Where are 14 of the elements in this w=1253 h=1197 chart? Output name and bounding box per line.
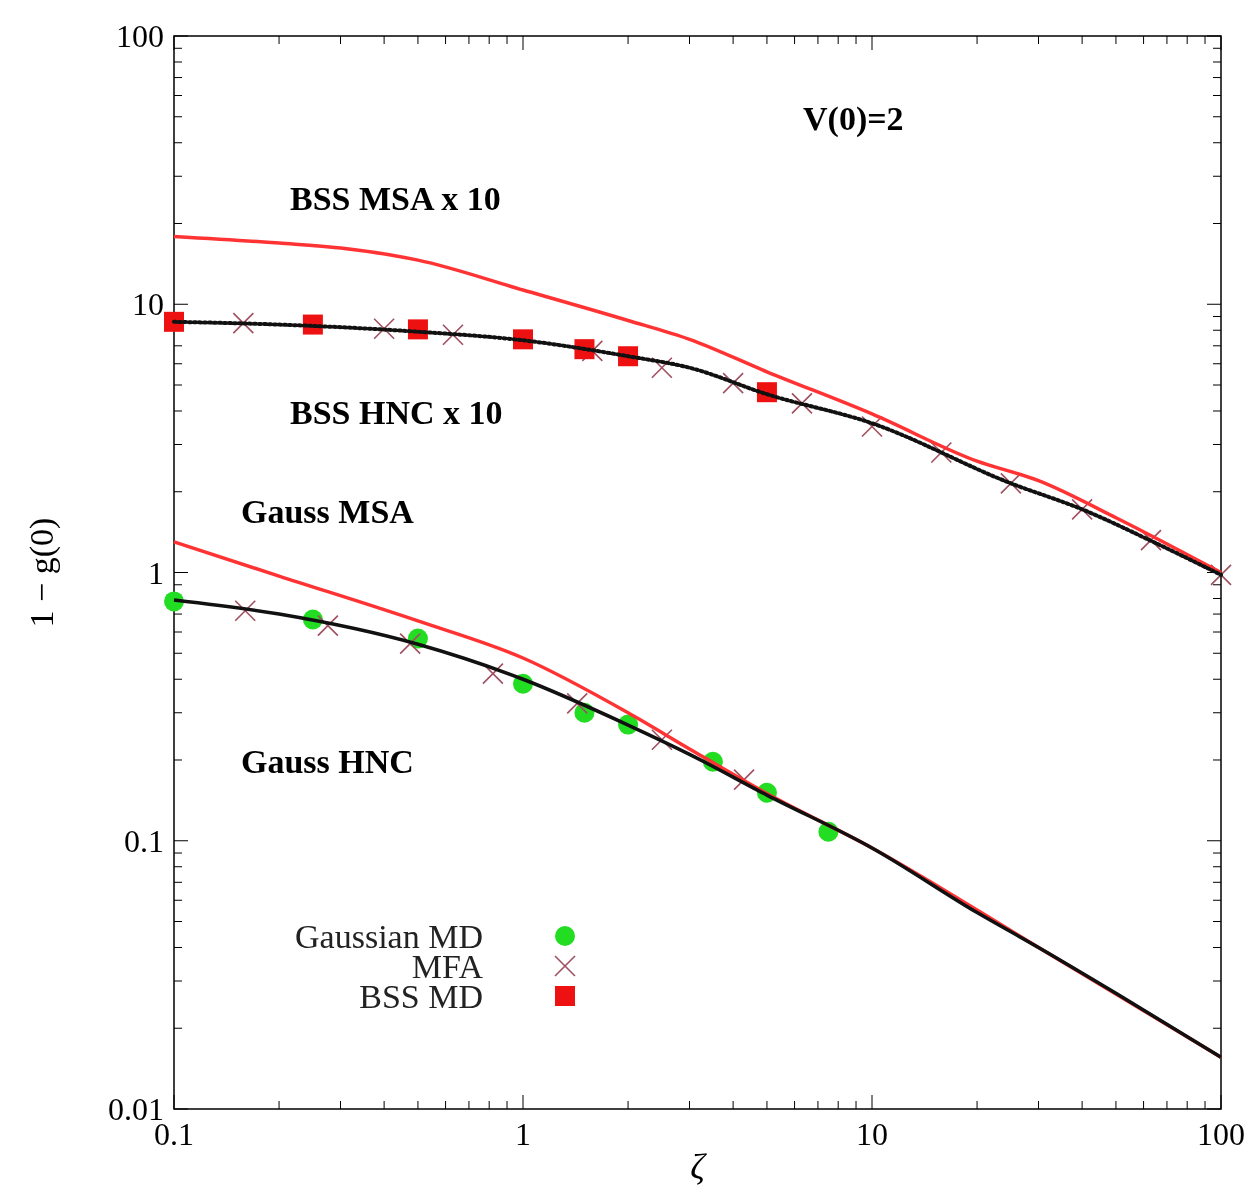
annotation: Gauss HNC	[241, 743, 414, 780]
x-tick-label: 100	[1197, 1116, 1245, 1152]
annotation: BSS MSA x 10	[290, 180, 501, 217]
annotation: Gauss MSA	[241, 493, 415, 530]
x-axis-title: ζ	[690, 1147, 708, 1187]
annotation: V(0)=2	[803, 100, 904, 138]
x-tick-label: 10	[856, 1116, 888, 1152]
annotation: BSS HNC x 10	[290, 394, 503, 431]
y-tick-label: 0.1	[124, 822, 164, 859]
y-tick-label: 10	[132, 286, 164, 323]
y-tick-label: 100	[116, 18, 164, 54]
y-axis-title: 1 − g(0)	[23, 517, 61, 628]
x-tick-label: 1	[515, 1116, 531, 1152]
y-tick-label: 1	[148, 554, 164, 591]
